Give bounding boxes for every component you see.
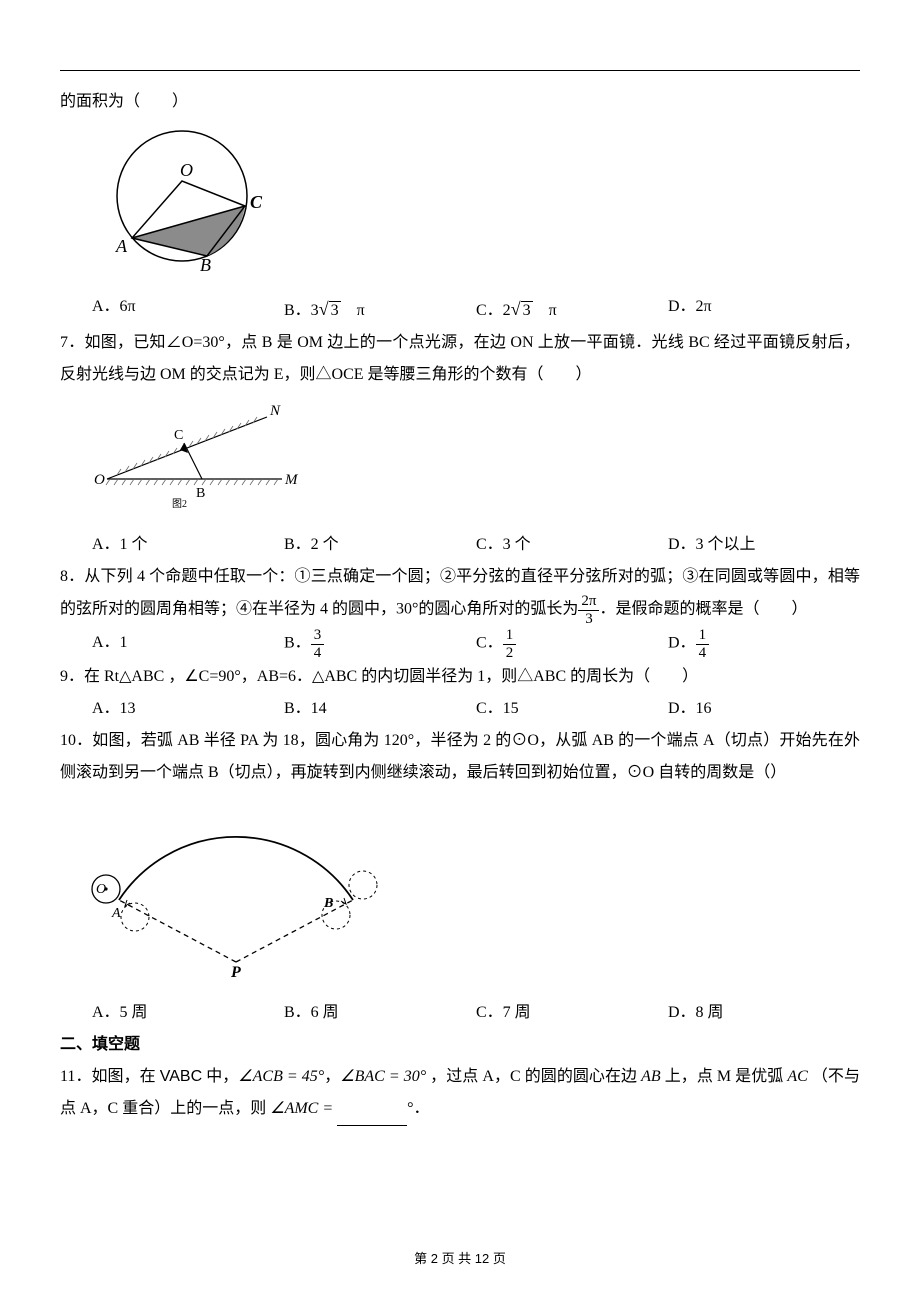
q10-opt-c: C．7 周 <box>476 997 668 1029</box>
q6-label-a: A <box>115 236 128 256</box>
q8-text: 8．从下列 4 个命题中任取一个：①三点确定一个圆；②平分弦的直径平分弦所对的弧… <box>60 561 860 627</box>
q8-opt-c: C．12 <box>476 627 668 661</box>
q9-text: 9．在 Rt△ABC ，∠C=90°，AB=6．△ABC 的内切圆半径为 1，则… <box>60 661 860 693</box>
q9-opt-d: D．16 <box>668 693 860 725</box>
q10-opt-b: B．6 周 <box>284 997 476 1029</box>
q7-label-c: C <box>174 428 183 443</box>
q6-opt-b: B．3√3 π <box>284 291 476 327</box>
q10-figure: O A B P <box>76 797 860 989</box>
q9-opt-a: A．13 <box>92 693 284 725</box>
q8-options: A．1 B．34 C．12 D．14 <box>60 627 860 661</box>
q10-label-o: O <box>96 882 106 897</box>
q10-label-b: B <box>323 896 333 911</box>
q10-label-p: P <box>230 964 241 977</box>
q7-opt-a: A．1 个 <box>92 529 284 561</box>
q7-label-n: N <box>269 403 281 419</box>
q6-label-o: O <box>180 160 193 180</box>
q7-options: A．1 个 B．2 个 C．3 个 D．3 个以上 <box>60 529 860 561</box>
q10-label-a: A <box>111 906 121 921</box>
q7-opt-d: D．3 个以上 <box>668 529 860 561</box>
q7-opt-c: C．3 个 <box>476 529 668 561</box>
q6-options: A．6π B．3√3 π C．2√3 π D．2π <box>60 291 860 327</box>
q8-opt-a: A．1 <box>92 627 284 661</box>
q6-figure: O C A B <box>92 126 860 283</box>
q9-opt-c: C．15 <box>476 693 668 725</box>
q10-options: A．5 周 B．6 周 C．7 周 D．8 周 <box>60 997 860 1029</box>
q9-options: A．13 B．14 C．15 D．16 <box>60 693 860 725</box>
q6-opt-c: C．2√3 π <box>476 291 668 327</box>
q7-label-m: M <box>284 472 299 488</box>
q6-label-b: B <box>200 255 211 271</box>
q8-opt-d: D．14 <box>668 627 860 661</box>
q11-text: 11．如图，在 VABC 中，∠ACB = 45°，∠BAC = 30° ，过点… <box>60 1061 860 1126</box>
q7-text: 7．如图，已知∠O=30°，点 B 是 OM 边上的一个点光源，在边 ON 上放… <box>60 327 860 391</box>
q7-caption: 图2 <box>172 498 187 509</box>
q7-label-o: O <box>94 472 105 488</box>
q6-opt-a: A．6π <box>92 291 284 327</box>
q7-opt-b: B．2 个 <box>284 529 476 561</box>
q10-text: 10．如图，若弧 AB 半径 PA 为 18，圆心角为 120°，半径为 2 的… <box>60 725 860 789</box>
q8-opt-b: B．34 <box>284 627 476 661</box>
q6-label-c: C <box>250 192 263 212</box>
q10-opt-d: D．8 周 <box>668 997 860 1029</box>
page-footer: 第 2 页 共 12 页 <box>0 1246 920 1272</box>
q10-opt-a: A．5 周 <box>92 997 284 1029</box>
q6-fragment: 的面积为（ ） <box>60 86 860 118</box>
q7-label-b: B <box>196 486 205 501</box>
q6-opt-d: D．2π <box>668 291 860 327</box>
q9-opt-b: B．14 <box>284 693 476 725</box>
q11-blank <box>337 1093 407 1126</box>
section-2-heading: 二、填空题 <box>60 1029 860 1061</box>
q7-figure: O N M B C 图2 <box>92 399 860 521</box>
header-rule <box>60 70 860 71</box>
